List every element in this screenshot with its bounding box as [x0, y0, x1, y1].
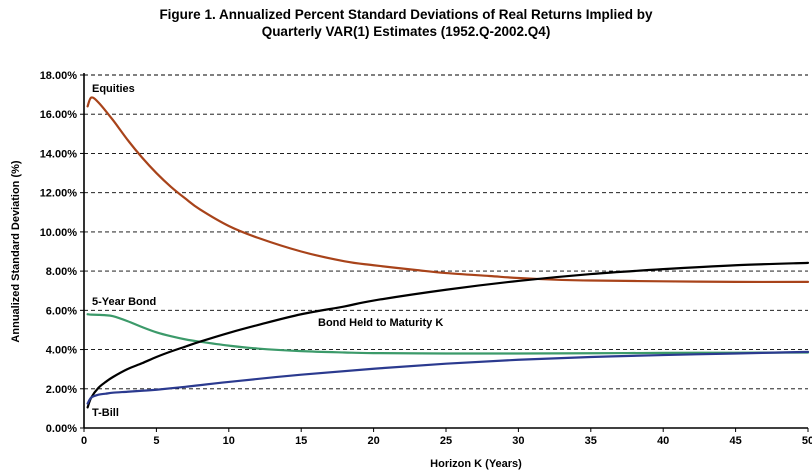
x-tick-label: 10 [223, 435, 235, 447]
series-label-bond-held-to-maturity-k: Bond Held to Maturity K [318, 317, 443, 329]
y-tick-label: 8.00% [46, 266, 77, 278]
y-tick-label: 16.00% [40, 109, 78, 121]
chart-title-line2: Quarterly VAR(1) Estimates (1952.Q-2002.… [261, 24, 551, 39]
gridlines [84, 74, 808, 390]
x-axis-title: Horizon K (Years) [430, 458, 522, 470]
y-tick-label: 14.00% [40, 148, 78, 160]
x-tick-label: 30 [512, 435, 524, 447]
series-label-t-bill: T-Bill [92, 407, 119, 419]
x-tick-label: 20 [367, 435, 379, 447]
y-tick-label: 18.00% [40, 70, 78, 82]
series-line-bond-held-to-maturity-k [86, 261, 810, 409]
axes: 0.00% 2.00% 4.00% 6.00% 8.00% 10.00% 12.00% 14.… [10, 70, 812, 470]
x-tick-label: 45 [729, 435, 741, 447]
y-tick-label: 0.00% [46, 423, 77, 435]
series-line-t-bill [86, 350, 810, 405]
x-tick-label: 5 [153, 435, 159, 447]
series-lines [86, 96, 810, 409]
x-tick-label: 15 [295, 435, 307, 447]
x-tick-label: 35 [585, 435, 597, 447]
x-tick-label: 25 [440, 435, 452, 447]
series-label-5-year-bond: 5-Year Bond [92, 296, 156, 308]
series-line-5-year-bond [86, 313, 810, 355]
y-tick-label: 12.00% [40, 188, 78, 200]
chart-title-line1: Figure 1. Annualized Percent Standard De… [159, 7, 653, 22]
y-tick-label: 4.00% [46, 345, 77, 357]
x-tick-label: 50 [802, 435, 812, 447]
y-tick-label: 10.00% [40, 227, 78, 239]
x-tick-label: 0 [81, 435, 87, 447]
series-label-equities: Equities [92, 83, 135, 95]
y-tick-label: 2.00% [46, 384, 77, 396]
x-tick-label: 40 [657, 435, 669, 447]
y-tick-label: 6.00% [46, 305, 77, 317]
labels: Equities 5-Year Bond Bond Held to Maturity… [92, 83, 443, 419]
series-line-equities [86, 96, 810, 284]
y-axis-title: Annualized Standard Deviation (%) [10, 160, 22, 342]
